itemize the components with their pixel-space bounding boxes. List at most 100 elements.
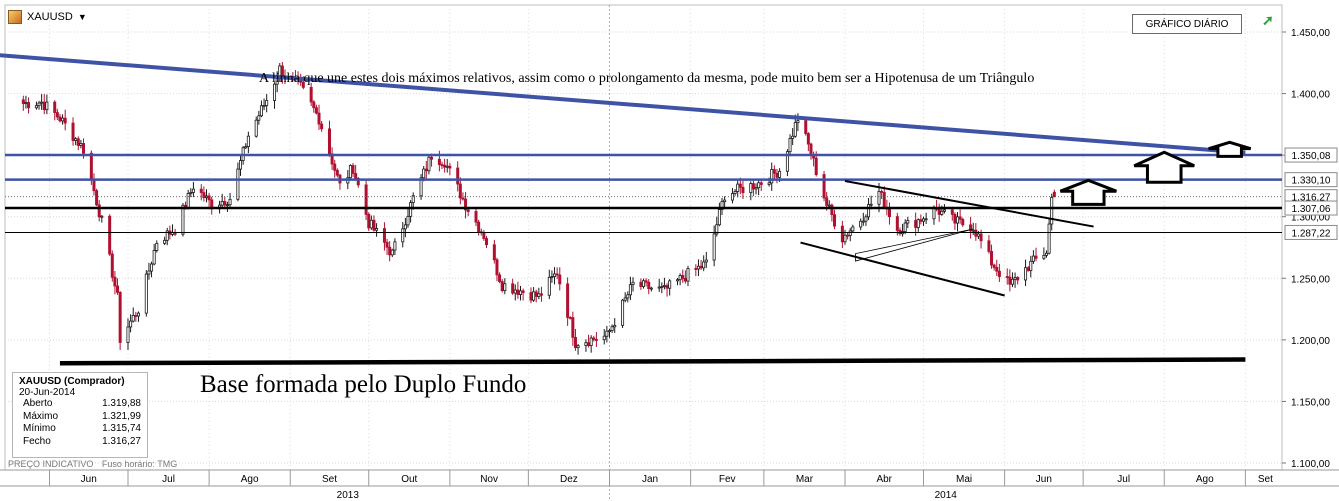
candle-body — [887, 208, 891, 218]
candle — [42, 94, 46, 115]
timezone-note: Fuso horário: TMG — [101, 459, 178, 469]
expand-arrow-icon[interactable]: ➚ — [1262, 12, 1274, 28]
info-label: Máximo — [23, 410, 59, 422]
candle — [1034, 247, 1038, 262]
symbol-selector[interactable]: XAUUSD ▼ — [8, 10, 87, 24]
candle-body — [749, 183, 753, 194]
candle-body — [644, 280, 648, 283]
candle-body — [568, 317, 572, 319]
candle-body — [466, 209, 470, 212]
candle — [348, 164, 352, 180]
candle — [265, 94, 269, 113]
candle-body — [199, 188, 203, 193]
chart-period-button[interactable]: GRÁFICO DIÁRIO — [1132, 14, 1242, 34]
candle — [987, 235, 991, 254]
candle-body — [403, 224, 407, 230]
candle-body — [686, 268, 690, 282]
candle-body — [867, 204, 871, 218]
candle — [592, 335, 596, 342]
candle-body — [369, 219, 373, 229]
candle-body — [1047, 223, 1051, 254]
candle — [882, 186, 886, 210]
candle — [163, 236, 167, 246]
candle — [246, 131, 250, 154]
candle-body — [150, 263, 154, 272]
candle — [657, 278, 661, 292]
candle — [587, 334, 591, 348]
candle-body — [427, 156, 431, 172]
candle — [419, 174, 423, 200]
candle-body — [741, 186, 745, 194]
info-value: 1.316,27 — [102, 435, 141, 447]
candle — [914, 212, 918, 236]
candle-body — [806, 133, 810, 145]
candle-body — [477, 221, 481, 233]
candle-body — [191, 188, 195, 193]
candle-body — [916, 219, 920, 228]
candle-body — [804, 120, 808, 134]
candle — [369, 215, 373, 230]
candle-body — [571, 317, 575, 338]
candle — [443, 158, 447, 173]
candle — [1013, 272, 1017, 288]
candle — [916, 218, 920, 232]
price-label: 1.287,22 — [1292, 228, 1331, 239]
candle — [97, 200, 101, 222]
candle-body — [113, 276, 117, 287]
candle-body — [539, 293, 543, 296]
candle — [330, 147, 334, 170]
candle-body — [422, 168, 426, 179]
candle-body — [461, 197, 465, 200]
candlestick-series — [21, 61, 1056, 355]
price-label-box — [1284, 224, 1338, 240]
candle-body — [207, 195, 211, 201]
candle-body — [424, 168, 428, 172]
candle-body — [738, 183, 742, 188]
candle-body — [1005, 276, 1009, 278]
candle-body — [770, 169, 774, 184]
candle-body — [657, 286, 661, 289]
candle-body — [1024, 267, 1028, 281]
candle-body — [696, 265, 700, 270]
candle-body — [1010, 278, 1014, 285]
candle — [921, 216, 925, 227]
candle-body — [312, 101, 316, 109]
candle — [757, 180, 761, 196]
candle — [254, 116, 258, 138]
candle — [204, 189, 208, 203]
candle-body — [92, 178, 96, 192]
candle — [676, 277, 680, 286]
candle-body — [553, 273, 557, 277]
candle — [521, 288, 525, 301]
candle — [717, 202, 721, 227]
candle-body — [1031, 255, 1035, 262]
candle — [351, 162, 355, 177]
candle-body — [351, 165, 355, 174]
candle — [131, 307, 135, 323]
candle-body — [79, 143, 83, 146]
candle-body — [1044, 252, 1048, 256]
price-label: 1.330,10 — [1292, 176, 1331, 187]
candle-body — [503, 283, 507, 291]
y-tick-label: 1.450,00 — [1291, 28, 1330, 39]
candle — [406, 208, 410, 228]
candle-body — [354, 173, 358, 179]
price-note: PREÇO INDICATIVO — [8, 459, 94, 469]
candle — [27, 97, 31, 114]
candle — [594, 331, 598, 347]
price-label-box — [1284, 172, 1338, 188]
candle — [704, 251, 708, 268]
candle — [244, 143, 248, 150]
candle — [741, 180, 745, 199]
candle — [440, 161, 444, 170]
month-label: Set — [322, 474, 337, 485]
candle — [484, 236, 488, 249]
candle-body — [919, 219, 923, 222]
candle — [668, 279, 672, 296]
candle-body — [411, 195, 415, 204]
candle-body — [189, 192, 193, 194]
candle-body — [244, 146, 248, 149]
price-label-box — [1284, 147, 1338, 163]
candle-body — [822, 174, 826, 199]
